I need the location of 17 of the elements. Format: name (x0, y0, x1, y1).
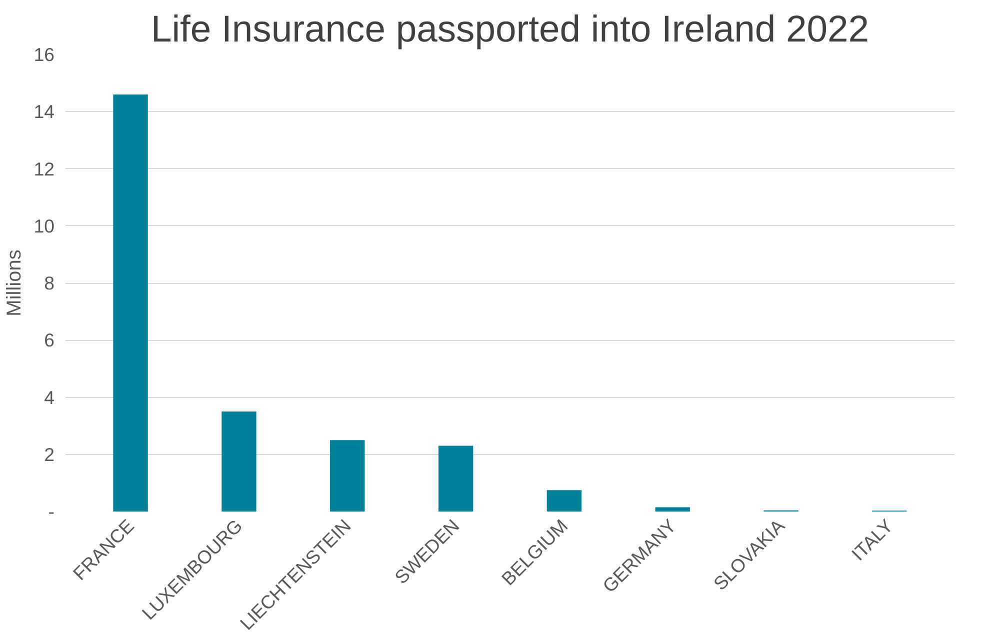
y-tick-label: 2 (44, 444, 55, 465)
y-tick-label: 12 (34, 158, 55, 180)
y-tick-label: 10 (34, 215, 55, 236)
y-tick-label: 4 (44, 386, 55, 408)
bar (546, 490, 582, 512)
bar (222, 412, 256, 512)
y-tick-label: 14 (34, 101, 55, 122)
y-tick-label: 8 (44, 272, 55, 294)
bar (655, 507, 690, 512)
y-tick-label: - (48, 501, 55, 522)
chart-title: Life Insurance passported into Ireland 2022 (150, 8, 870, 50)
bar (438, 446, 474, 512)
bar (330, 440, 365, 512)
y-tick-label: 16 (34, 44, 55, 65)
bar (113, 94, 148, 512)
y-tick-label: 6 (44, 330, 55, 351)
y-axis-title: Millions (4, 250, 26, 316)
